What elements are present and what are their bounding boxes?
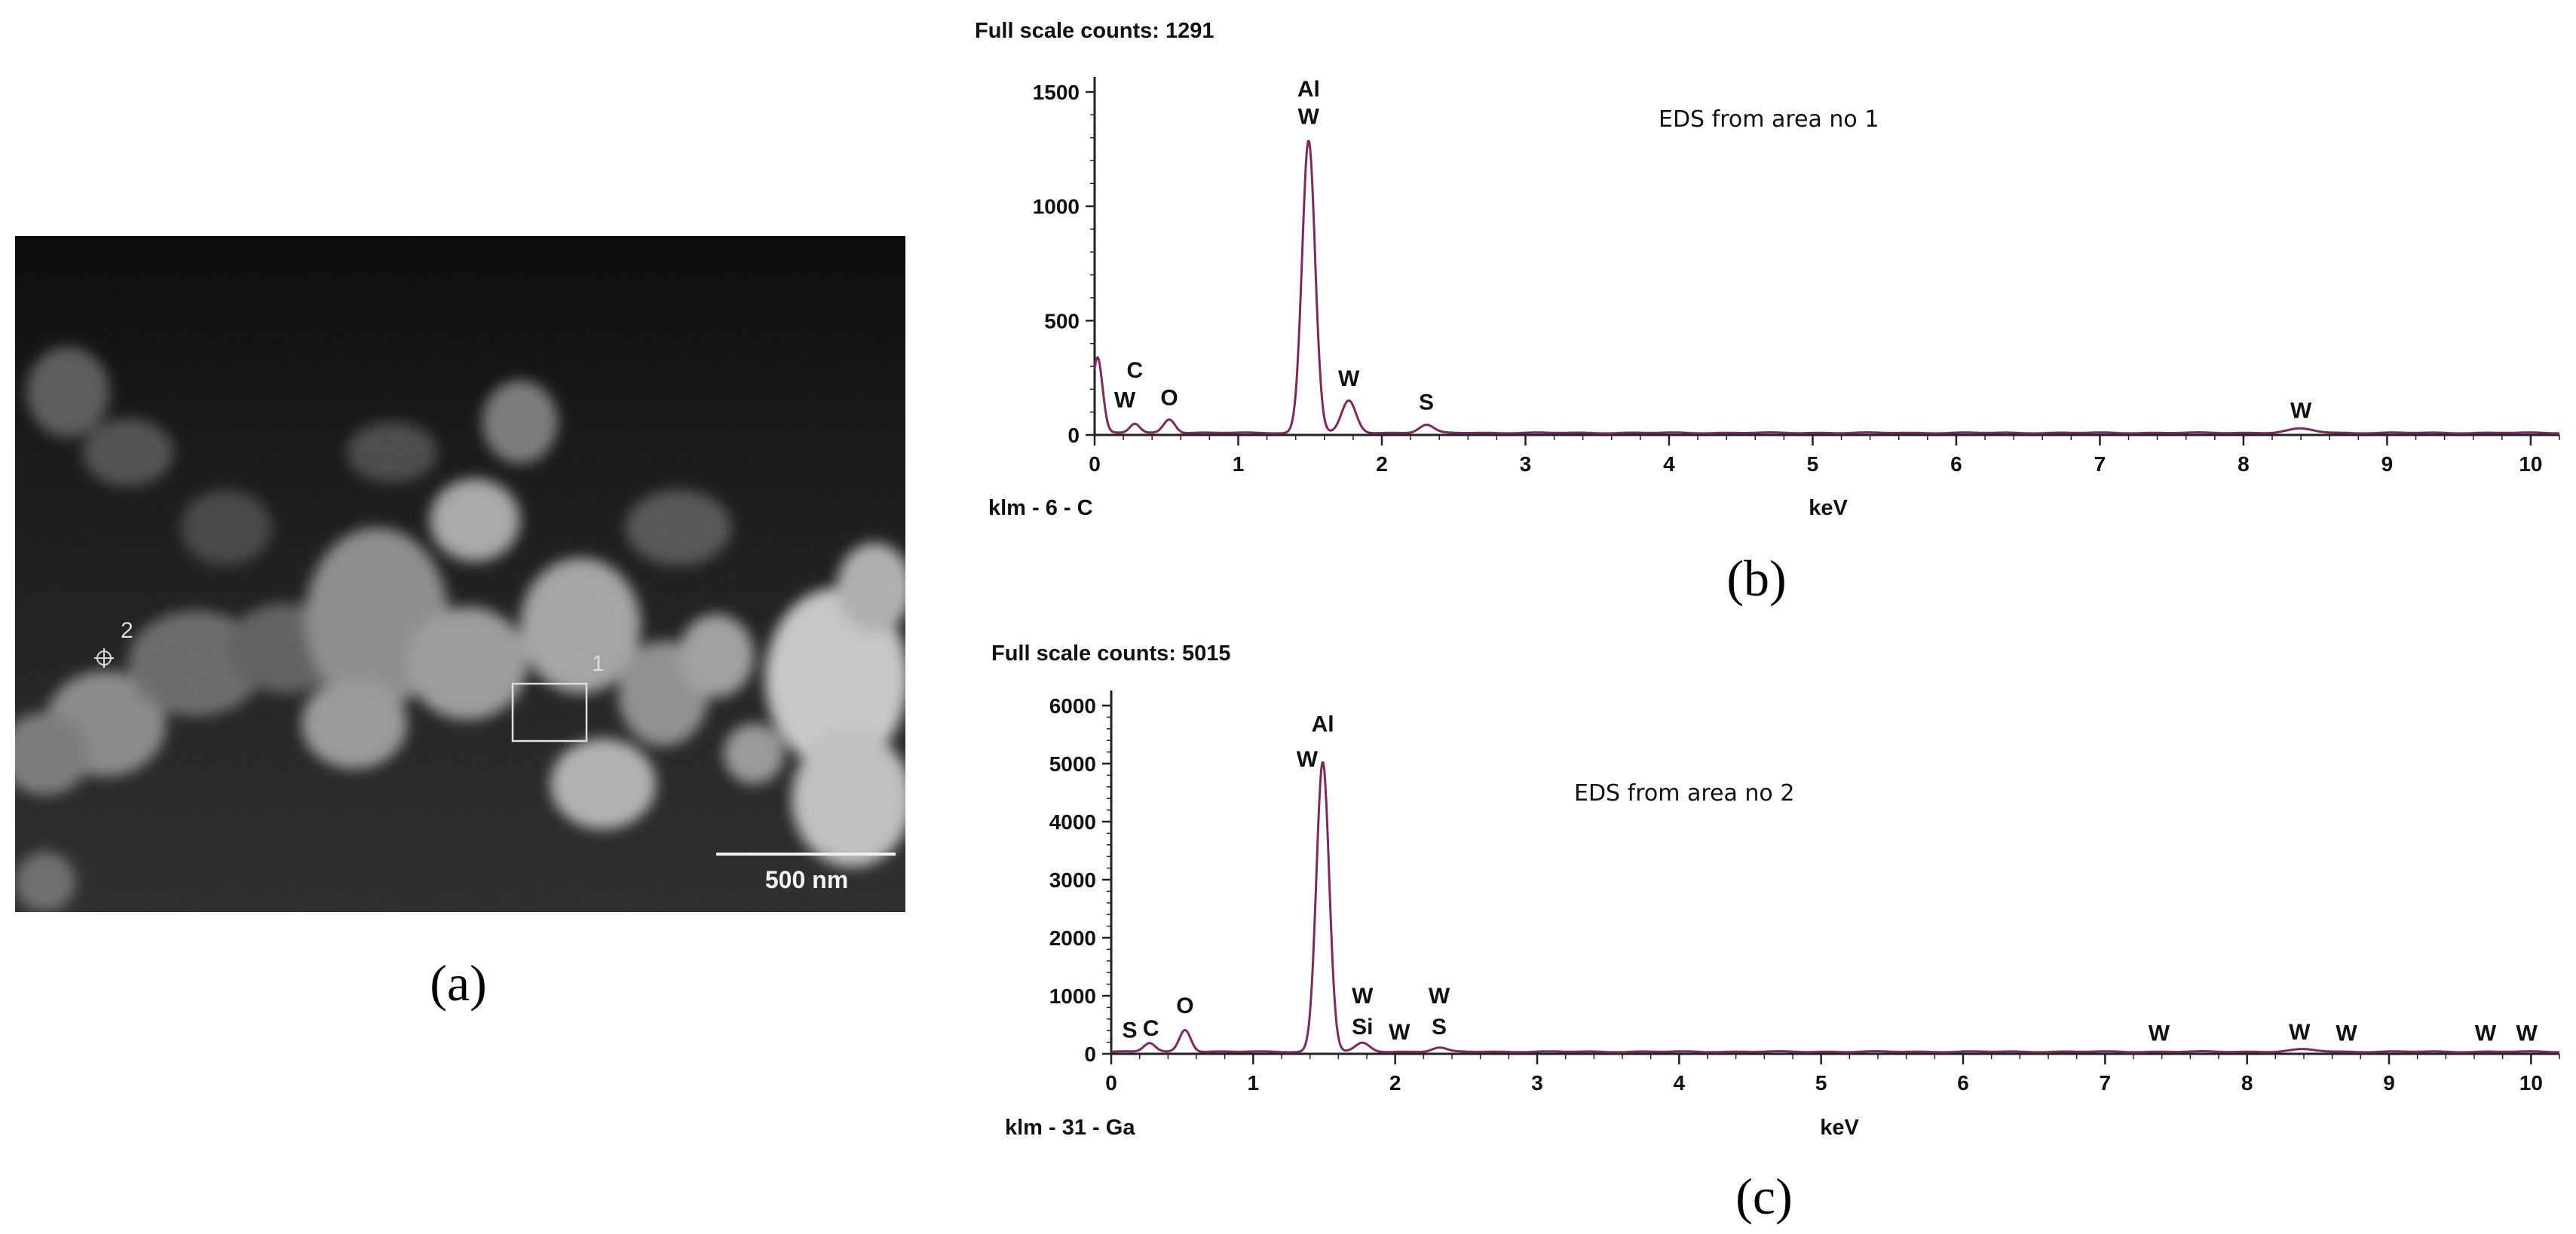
y-tick-label: 6000 [1049, 694, 1096, 718]
x-tick-label: 7 [2100, 1071, 2112, 1095]
chart-annotation: EDS from area no 2 [1574, 780, 1794, 807]
peak-label: W [1389, 1020, 1411, 1045]
y-tick-label: 1000 [1049, 984, 1096, 1008]
peak-label: Al [1312, 712, 1334, 737]
eds-spectrum-area-2: Full scale counts: 5015 EDS from area no … [991, 641, 2560, 1140]
y-tick-label: 3000 [1049, 868, 1096, 892]
marker-2-label: 2 [121, 618, 133, 643]
spectrum-line [1093, 139, 2560, 435]
x-axis-label: keV [1809, 496, 1848, 520]
x-tick-label: 5 [1815, 1071, 1827, 1095]
peak-label: O [1176, 994, 1193, 1018]
y-tick-label: 500 [1044, 309, 1080, 332]
x-axis-label: keV [1820, 1116, 1859, 1140]
peak-label: Al [1297, 77, 1320, 102]
peak-label: W [1297, 747, 1319, 772]
peak-label: W [2475, 1021, 2497, 1046]
chart-annotation: EDS from area no 1 [1659, 106, 1879, 133]
x-tick-label: 1 [1233, 452, 1245, 476]
x-tick-label: 6 [1957, 1071, 1969, 1095]
x-tick-label: 8 [2238, 452, 2250, 476]
x-tick-label: 0 [1089, 452, 1101, 476]
marker-1-label: 1 [592, 651, 605, 676]
y-tick-label: 1500 [1033, 81, 1080, 104]
y-tick-label: 1000 [1033, 195, 1080, 219]
x-tick-label: 10 [2519, 1071, 2543, 1095]
peak-label: W [1114, 388, 1136, 413]
panel-label-a: (a) [430, 954, 486, 1012]
y-tick-label: 2000 [1049, 926, 1096, 950]
x-tick-label: 9 [2383, 1071, 2395, 1095]
x-tick-label: 9 [2381, 452, 2394, 476]
x-tick-label: 8 [2241, 1071, 2253, 1095]
marker-1: 1 [511, 651, 605, 743]
peak-label: Si [1352, 1015, 1373, 1040]
x-tick-label: 7 [2094, 452, 2106, 476]
scale-bar: 500 nm [716, 853, 896, 893]
peak-label: S [1122, 1018, 1137, 1043]
x-tick-label: 2 [1389, 1071, 1401, 1095]
peak-label: W [2149, 1021, 2170, 1046]
detector-label: klm - 6 - C [988, 496, 1093, 520]
peak-label: W [1298, 104, 1320, 129]
peak-label: S [1419, 390, 1434, 415]
x-tick-label: 5 [1807, 452, 1819, 476]
x-tick-label: 1 [1248, 1071, 1260, 1095]
y-tick-label: 5000 [1049, 752, 1096, 776]
peak-label: C [1143, 1016, 1159, 1041]
peak-label: W [2336, 1021, 2357, 1046]
peak-label: W [1429, 984, 1450, 1009]
x-tick-label: 4 [1674, 1071, 1686, 1095]
x-tick-label: 4 [1663, 452, 1675, 476]
x-tick-label: 3 [1531, 1071, 1543, 1095]
y-tick-label: 0 [1084, 1043, 1096, 1066]
peak-label: C [1127, 358, 1144, 383]
peak-label: W [2289, 1020, 2311, 1045]
stem-micrograph: 2 1 500 nm [15, 236, 905, 912]
y-tick-label: 0 [1067, 424, 1080, 447]
y-tick-label: 4000 [1049, 810, 1096, 834]
peak-label: W [2516, 1021, 2538, 1046]
chart-title: Full scale counts: 5015 [991, 641, 1231, 666]
panel-label-b: (b) [1726, 550, 1786, 607]
marker-2: 2 [94, 618, 133, 668]
detector-label: klm - 31 - Ga [1005, 1116, 1135, 1140]
peak-label: W [1352, 984, 1374, 1009]
x-tick-label: 10 [2519, 452, 2542, 476]
chart-title: Full scale counts: 1291 [975, 19, 1214, 43]
scale-bar-label: 500 nm [765, 866, 848, 893]
peak-label: W [1338, 366, 1360, 391]
spectrum-line [1110, 761, 2560, 1054]
x-tick-label: 6 [1950, 452, 1962, 476]
x-tick-label: 2 [1376, 452, 1388, 476]
x-tick-label: 3 [1520, 452, 1532, 476]
peak-label: O [1160, 386, 1178, 411]
x-tick-label: 0 [1105, 1071, 1117, 1095]
eds-spectrum-area-1: Full scale counts: 1291 EDS from area no … [975, 19, 2560, 520]
panel-label-c: (c) [1735, 1168, 1792, 1225]
peak-label: W [2290, 398, 2312, 423]
peak-label: S [1432, 1015, 1447, 1040]
